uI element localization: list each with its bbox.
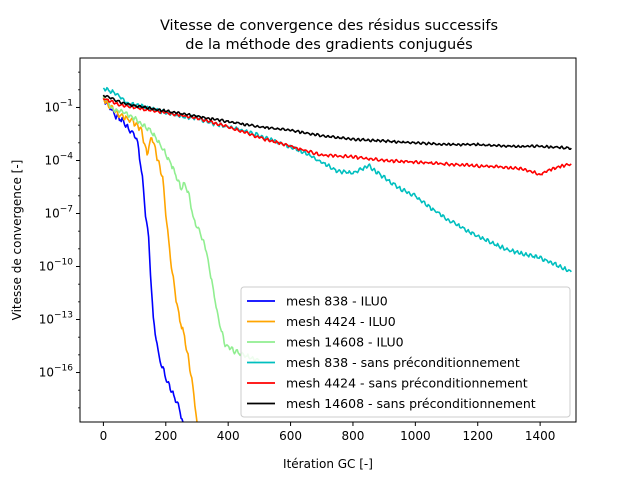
legend-label: mesh 4424 - sans préconditionnement — [286, 376, 528, 391]
chart-title: Vitesse de convergence des résidus succe… — [160, 18, 498, 34]
legend-box — [240, 286, 571, 418]
x-tick-label: 1400 — [525, 429, 556, 443]
y-tick-label: 10−16 — [39, 364, 74, 380]
series-line-2 — [102, 95, 260, 362]
x-tick-label: 1200 — [462, 429, 493, 443]
legend-label: mesh 14608 - ILU0 — [286, 335, 404, 350]
legend-label: mesh 838 - ILU0 — [286, 294, 388, 309]
legend-label: mesh 14608 - sans préconditionnement — [286, 396, 536, 411]
x-tick-label: 200 — [154, 429, 177, 443]
x-tick-label: 600 — [279, 429, 302, 443]
series-layer — [102, 86, 572, 422]
x-tick-label: 1000 — [400, 429, 431, 443]
y-axis-ticks: 10−1 10−4 10−7 10−10 10−13 10−16 — [39, 71, 80, 409]
legend-label: mesh 838 - sans préconditionnement — [286, 355, 520, 370]
series-line-1 — [102, 97, 198, 422]
plot-frame — [79, 57, 577, 423]
y-tick-label: 10−10 — [39, 258, 74, 274]
x-tick-label: 800 — [342, 429, 365, 443]
y-tick-label: 10−1 — [44, 98, 73, 114]
legend-label: mesh 4424 - ILU0 — [286, 314, 396, 329]
series-line-0 — [102, 97, 184, 422]
x-axis-label: Itération GC [-] — [283, 457, 373, 471]
legend: mesh 838 - ILU0 mesh 4424 - ILU0 mesh 1460… — [240, 286, 571, 418]
series-line-5 — [102, 94, 572, 150]
x-axis-ticks: 0 200 400 600 800 1000 1200 1400 — [100, 422, 556, 443]
x-tick-label: 400 — [217, 429, 240, 443]
chart-subtitle: de la méthode des gradients conjugués — [185, 37, 472, 53]
x-tick-label: 0 — [100, 429, 108, 443]
y-tick-label: 10−4 — [44, 151, 73, 167]
y-axis-label: Vitesse de convergence [-] — [10, 160, 24, 321]
y-tick-label: 10−7 — [44, 204, 73, 220]
y-tick-label: 10−13 — [39, 311, 73, 327]
